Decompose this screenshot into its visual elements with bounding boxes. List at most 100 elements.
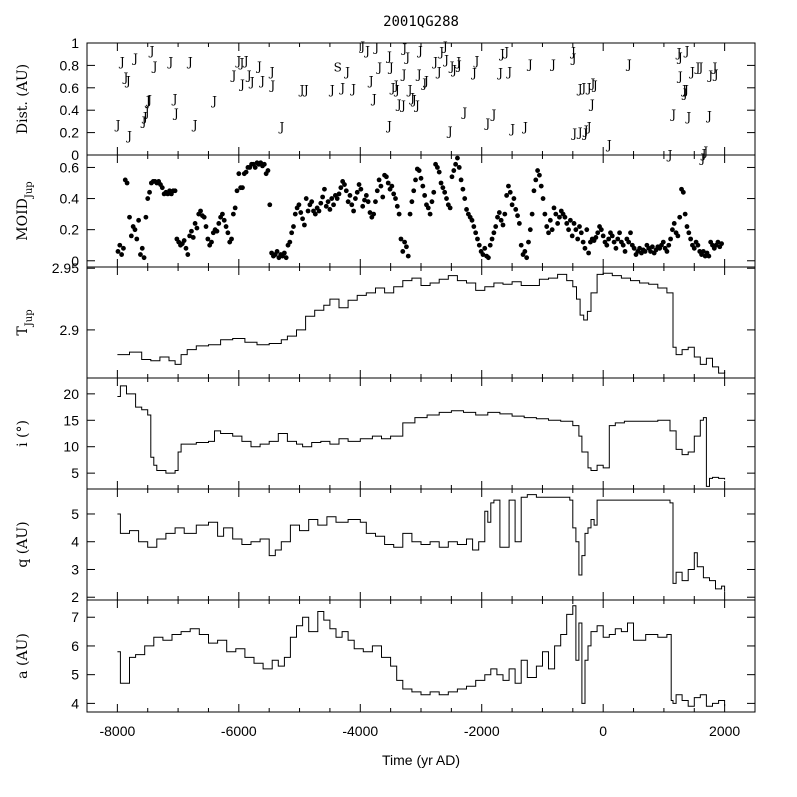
y-axis-label-main: Dist. (AU): [15, 64, 31, 134]
moid-point: [329, 196, 335, 201]
moid-point: [374, 188, 380, 194]
moid-point: [338, 185, 344, 191]
chart-title: 2001QG288: [383, 14, 459, 30]
moid-point: [121, 245, 126, 251]
encounter-point: J: [676, 51, 683, 65]
encounter-point: J: [370, 92, 377, 106]
moid-point: [677, 214, 683, 220]
encounter-point: J: [186, 55, 193, 69]
moid-point: [453, 161, 459, 167]
moid-point: [119, 252, 125, 257]
moid-point: [451, 168, 457, 173]
moid-point: [261, 161, 267, 167]
y-axis-label: i (°): [15, 420, 31, 447]
encounter-point: J: [375, 61, 382, 75]
moid-point: [336, 191, 342, 197]
moid-point: [431, 189, 437, 195]
moid-point: [480, 252, 486, 257]
moid-point: [578, 230, 584, 236]
moid-point: [613, 245, 619, 251]
moid-point: [139, 245, 145, 251]
encounter-point: J: [483, 117, 490, 131]
encounter-point: J: [669, 108, 676, 122]
encounter-point: J: [349, 82, 356, 96]
encounter-point: J: [576, 126, 583, 140]
moid-point: [128, 233, 134, 239]
encounter-point: J: [605, 138, 612, 152]
encounter-point: J: [460, 105, 467, 119]
moid-point: [668, 236, 673, 242]
moid-point: [398, 236, 404, 242]
moid-point: [518, 242, 524, 248]
moid-point: [493, 224, 499, 229]
encounter-point: J: [248, 75, 255, 89]
encounter-point: J: [701, 145, 708, 159]
moid-point: [442, 189, 448, 195]
moid-point: [595, 230, 601, 236]
y-axis-label-main: q (AU): [15, 521, 31, 567]
moid-point: [606, 236, 612, 242]
y-tick-label: 0.2: [60, 125, 80, 141]
encounter-point: J: [684, 110, 691, 124]
encounter-point: J: [392, 79, 399, 93]
encounter-point: J: [581, 127, 588, 141]
moid-point: [664, 249, 670, 254]
x-tick-label: -8000: [99, 723, 135, 739]
moid-point: [201, 214, 207, 220]
moid-point: [642, 249, 648, 254]
encounter-point: J: [151, 60, 158, 74]
moid-point: [462, 196, 468, 201]
moid-point: [413, 177, 418, 183]
encounter-point: J: [408, 91, 415, 105]
moid-point: [425, 205, 431, 211]
y-axis-label: a (AU): [15, 633, 31, 679]
encounter-point: J: [141, 110, 148, 124]
moid-point: [198, 208, 203, 214]
encounter-point: J: [148, 44, 155, 58]
encounter-point: J: [591, 79, 598, 93]
encounter-point: J: [145, 93, 152, 107]
moid-point: [557, 214, 562, 220]
encounter-point: J: [437, 45, 444, 59]
encounter-point: J: [140, 114, 147, 128]
encounter-point: J: [328, 83, 335, 97]
moid-point: [547, 217, 553, 223]
encounter-point: J: [711, 61, 718, 75]
moid-point: [586, 250, 592, 256]
moid-point: [194, 225, 200, 231]
moid-point: [447, 205, 453, 211]
moid-point: [498, 217, 504, 223]
y-tick-label: 20: [63, 386, 79, 402]
moid-point: [303, 196, 309, 201]
series-line-q: [117, 494, 726, 592]
moid-point: [132, 227, 138, 233]
moid-point: [404, 244, 409, 250]
moid-point: [628, 230, 633, 236]
moid-point: [449, 174, 455, 180]
moid-point: [234, 188, 240, 194]
encounter-point: J: [585, 120, 592, 134]
encounter-point: J: [416, 44, 423, 58]
moid-point: [566, 227, 571, 233]
encounter-point: J: [234, 54, 241, 68]
moid-point: [546, 230, 551, 236]
x-axis: -8000 -6000 -4000 -2000 0 2000: [99, 723, 740, 739]
encounter-point: J: [400, 67, 407, 81]
moid-point: [719, 241, 724, 247]
x-tick-label: -2000: [464, 723, 500, 739]
y-tick-label: 3: [71, 561, 79, 577]
y-tick-label: 4: [71, 534, 79, 550]
moid-point: [281, 250, 287, 256]
moid-point: [223, 224, 229, 229]
moid-point: [611, 239, 617, 245]
moid-point: [715, 239, 721, 245]
moid-point: [362, 197, 367, 203]
moid-point: [682, 211, 688, 217]
moid-point: [192, 221, 198, 226]
y-tick-label: 10: [63, 439, 79, 455]
encounter-point: J: [496, 66, 503, 80]
moid-point: [416, 168, 422, 173]
encounter-point: J: [400, 42, 407, 56]
panel-i: 5 10 15 20 i (°): [15, 377, 756, 490]
